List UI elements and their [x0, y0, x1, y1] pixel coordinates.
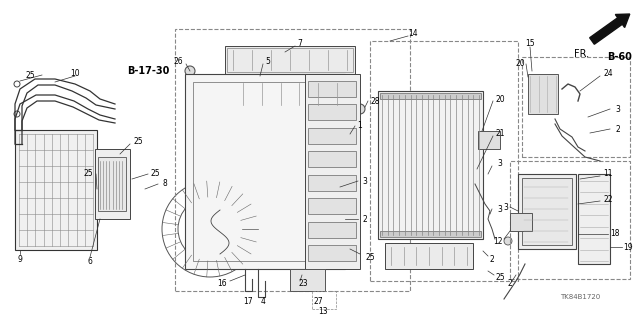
Bar [15, 130, 97, 250]
Bar [237, 81, 343, 107]
Bar [578, 174, 610, 264]
Circle shape [355, 104, 365, 114]
Bar [98, 157, 126, 211]
Bar [308, 151, 356, 167]
Bar [380, 93, 481, 99]
Text: 14: 14 [408, 28, 418, 38]
Text: 2: 2 [508, 279, 513, 288]
Circle shape [185, 66, 195, 76]
Text: 15: 15 [525, 40, 535, 48]
Text: 3: 3 [616, 105, 620, 114]
Text: 16: 16 [217, 279, 227, 288]
Circle shape [469, 167, 477, 175]
Bar [308, 222, 356, 238]
Text: 5: 5 [266, 56, 271, 65]
Bar [510, 213, 532, 231]
Bar [312, 291, 336, 309]
FancyArrow shape [589, 14, 630, 44]
Text: 3: 3 [497, 160, 502, 168]
Bar [308, 128, 356, 144]
Bar [385, 243, 473, 269]
Bar [235, 79, 345, 109]
Text: 6: 6 [88, 256, 92, 265]
Circle shape [346, 150, 354, 158]
Text: 8: 8 [163, 180, 168, 189]
Bar [225, 46, 355, 74]
Bar [175, 29, 410, 291]
Text: 7: 7 [298, 39, 303, 48]
Text: 28: 28 [371, 97, 380, 106]
Bar [290, 269, 325, 291]
Bar [510, 161, 630, 279]
Text: 20: 20 [515, 60, 525, 69]
Bar [227, 48, 353, 72]
Text: 27: 27 [313, 296, 323, 306]
Bar [522, 57, 630, 157]
Text: 21: 21 [495, 130, 505, 138]
Text: 25: 25 [25, 70, 35, 79]
Text: B-60: B-60 [607, 52, 632, 62]
Text: 11: 11 [604, 169, 612, 179]
Text: 9: 9 [17, 255, 22, 263]
Text: 19: 19 [623, 242, 633, 251]
Text: 25: 25 [365, 253, 375, 262]
Text: 2: 2 [616, 124, 620, 133]
Bar [370, 41, 518, 281]
Bar [308, 81, 356, 97]
Text: 3: 3 [497, 204, 502, 213]
Bar [95, 149, 130, 219]
Text: 4: 4 [260, 296, 266, 306]
Circle shape [202, 221, 218, 237]
Circle shape [338, 137, 346, 145]
Text: 22: 22 [604, 195, 612, 204]
Text: 23: 23 [298, 279, 308, 288]
Text: 20: 20 [495, 94, 505, 103]
Text: 25: 25 [150, 169, 160, 179]
Bar [518, 174, 576, 249]
Text: 25: 25 [133, 137, 143, 145]
Text: 18: 18 [611, 229, 620, 239]
Text: 13: 13 [318, 307, 328, 315]
Text: 25: 25 [495, 272, 505, 281]
Bar [305, 74, 360, 269]
Text: 24: 24 [603, 70, 613, 78]
Text: 2: 2 [363, 214, 367, 224]
Text: FR.: FR. [575, 49, 589, 59]
Text: 26: 26 [173, 56, 183, 65]
Text: 12: 12 [493, 236, 503, 246]
Bar [308, 175, 356, 191]
Bar [378, 91, 483, 239]
Bar [380, 231, 481, 237]
Text: B-17-30: B-17-30 [127, 66, 169, 76]
Text: TK84B1720: TK84B1720 [560, 294, 600, 300]
Bar [522, 178, 572, 245]
Text: 1: 1 [358, 122, 362, 130]
Text: 3: 3 [363, 176, 367, 186]
Text: 25: 25 [83, 169, 93, 179]
Circle shape [504, 237, 512, 245]
Bar [185, 74, 345, 269]
Bar [193, 82, 337, 261]
Bar [478, 131, 500, 149]
Text: 17: 17 [243, 296, 253, 306]
Text: 3: 3 [504, 203, 508, 211]
Bar [308, 104, 356, 121]
Bar [528, 74, 558, 114]
Bar [308, 245, 356, 261]
Bar [308, 198, 356, 214]
Text: 2: 2 [490, 255, 494, 263]
Text: 10: 10 [70, 69, 80, 78]
